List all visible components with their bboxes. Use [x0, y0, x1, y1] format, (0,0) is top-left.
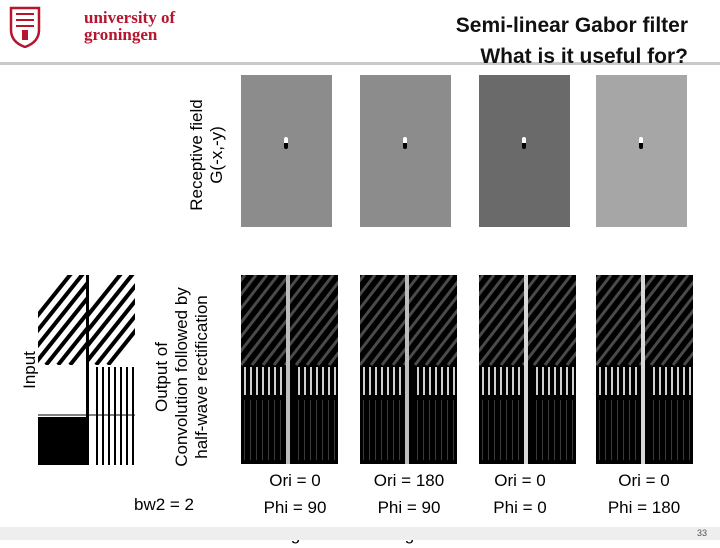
- output-label-line-1: Output of: [152, 342, 171, 412]
- receptive-field-panel: [360, 75, 451, 227]
- title-line-1: Semi-linear Gabor filter: [455, 14, 688, 37]
- input-image: [38, 275, 135, 465]
- ori-value: Ori = 180: [373, 471, 445, 490]
- header-divider: [0, 62, 720, 65]
- ori-value: Ori = 0: [618, 471, 670, 490]
- phi-value: Phi = 90: [377, 498, 441, 517]
- output-label-line-3: half-wave rectification: [192, 295, 211, 459]
- convolution-output-panel: [528, 274, 720, 464]
- ori-value: Ori = 0: [269, 471, 321, 490]
- convolution-output-panel: [292, 274, 553, 464]
- phi-value: Phi = 180: [607, 498, 681, 517]
- receptive-field-label: Receptive field G(-x,-y): [187, 75, 227, 235]
- gabor-kernel-mark: [639, 137, 643, 149]
- gabor-kernel-mark: [403, 137, 407, 149]
- ori-value: Ori = 0: [494, 471, 546, 490]
- receptive-field-panel: [241, 75, 332, 227]
- university-crest-icon: [8, 4, 42, 49]
- gabor-kernel-mark: [284, 137, 288, 149]
- page-number: 33: [697, 528, 708, 538]
- title-line-2: What is it useful for?: [480, 45, 688, 68]
- receptive-field-panel: [479, 75, 570, 227]
- receptive-field-panel: [596, 75, 687, 227]
- input-label: Input: [20, 351, 39, 389]
- output-label: Output of Convolution followed by half-w…: [152, 277, 212, 477]
- convolution-output-panel: [173, 274, 434, 464]
- rf-label-line-1: Receptive field: [187, 99, 206, 211]
- logo-line-2: groningen: [84, 25, 158, 44]
- footer-bar: [0, 527, 720, 540]
- logo-line-1: university of: [84, 8, 176, 27]
- phi-value: Phi = 90: [263, 498, 327, 517]
- gabor-kernel-mark: [522, 137, 526, 149]
- phi-value: Phi = 0: [493, 498, 547, 517]
- university-logo-text: university of groningen: [84, 9, 175, 43]
- rf-label-line-2: G(-x,-y): [207, 126, 226, 184]
- convolution-output-panel: [411, 274, 672, 464]
- slide-title: Semi-linear Gabor filter What is it usef…: [456, 10, 688, 72]
- output-label-line-2: Convolution followed by: [172, 287, 191, 467]
- bandwidth-label: bw2 = 2: [134, 495, 195, 514]
